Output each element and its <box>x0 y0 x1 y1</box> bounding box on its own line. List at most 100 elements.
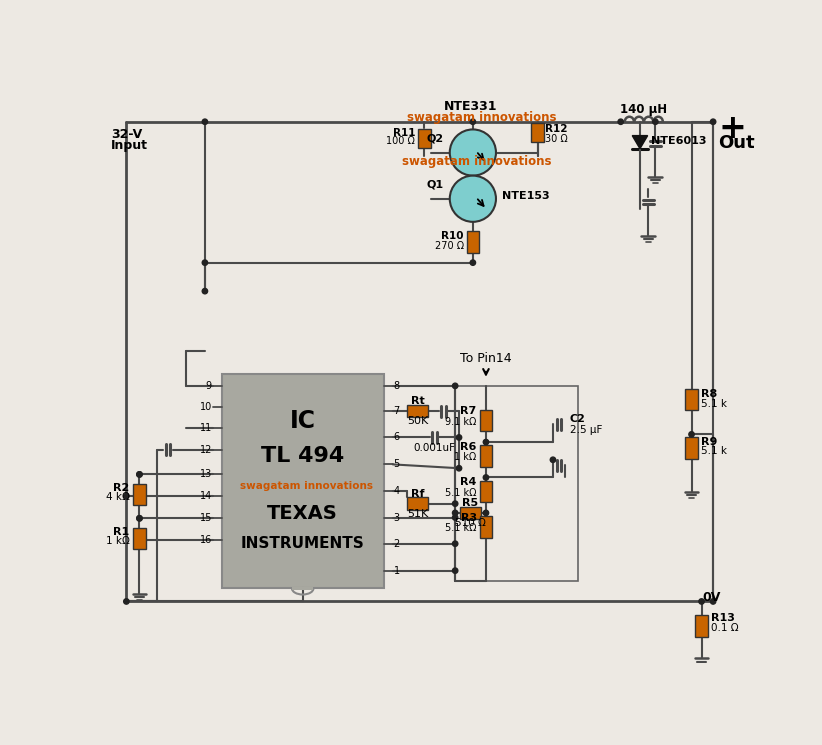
Circle shape <box>452 383 458 389</box>
Text: 0.1 Ω: 0.1 Ω <box>711 623 738 633</box>
Circle shape <box>136 472 142 477</box>
Text: IC: IC <box>289 410 316 434</box>
Circle shape <box>483 510 488 516</box>
Text: R2: R2 <box>113 484 129 493</box>
Circle shape <box>483 475 488 481</box>
Bar <box>531 123 543 142</box>
Text: 10: 10 <box>200 402 212 412</box>
Text: R12: R12 <box>545 124 568 134</box>
Text: TEXAS: TEXAS <box>267 504 338 523</box>
Text: R7: R7 <box>460 406 477 416</box>
Text: R13: R13 <box>711 613 735 624</box>
Text: Rt: Rt <box>410 396 424 406</box>
Text: 4: 4 <box>394 486 399 496</box>
Circle shape <box>136 472 142 477</box>
Circle shape <box>483 440 488 445</box>
Circle shape <box>452 568 458 574</box>
Circle shape <box>456 466 462 471</box>
Text: NTE6013: NTE6013 <box>651 136 706 146</box>
Text: 12: 12 <box>200 445 212 454</box>
Circle shape <box>136 516 142 521</box>
Text: 30 Ω: 30 Ω <box>545 133 568 144</box>
Bar <box>133 484 145 505</box>
Bar <box>133 527 145 549</box>
Text: 1 kΩ: 1 kΩ <box>105 536 129 546</box>
Text: R10: R10 <box>441 231 464 241</box>
Text: 0V: 0V <box>702 591 721 604</box>
Text: 5.1 kΩ: 5.1 kΩ <box>446 523 477 533</box>
Text: 2: 2 <box>394 539 399 549</box>
Circle shape <box>710 599 716 604</box>
Text: 50K: 50K <box>407 416 428 426</box>
Text: 1 kΩ: 1 kΩ <box>455 452 477 463</box>
Circle shape <box>456 435 462 440</box>
Text: 11: 11 <box>200 423 212 433</box>
Bar <box>695 615 708 637</box>
Text: +: + <box>718 112 746 145</box>
Bar <box>480 516 492 538</box>
Text: 6: 6 <box>394 432 399 443</box>
Text: Out: Out <box>718 134 755 152</box>
Text: 2.5 μF: 2.5 μF <box>570 425 603 435</box>
Bar <box>686 437 698 459</box>
Circle shape <box>452 501 458 507</box>
Circle shape <box>136 516 142 521</box>
Text: NTE331: NTE331 <box>444 100 497 112</box>
Text: C2: C2 <box>570 414 586 424</box>
Circle shape <box>452 541 458 546</box>
Text: R3: R3 <box>460 513 477 522</box>
Bar <box>407 498 428 510</box>
Text: 0.001uF: 0.001uF <box>413 443 455 453</box>
Text: 9.1 kΩ: 9.1 kΩ <box>446 417 477 427</box>
Text: 270 Ω: 270 Ω <box>435 241 464 251</box>
Text: R8: R8 <box>701 390 717 399</box>
Text: R1: R1 <box>113 527 129 537</box>
Text: 100 Ω: 100 Ω <box>386 136 415 146</box>
Circle shape <box>699 599 704 604</box>
Circle shape <box>450 130 496 176</box>
Text: NTE153: NTE153 <box>502 191 550 201</box>
Text: 5.1 k: 5.1 k <box>701 399 727 408</box>
Text: 15: 15 <box>200 513 212 523</box>
Bar <box>480 446 492 466</box>
Text: To Pin14: To Pin14 <box>460 352 512 365</box>
Text: swagatam innovations: swagatam innovations <box>402 155 552 168</box>
Text: 3: 3 <box>394 513 399 522</box>
Text: 4 kΩ: 4 kΩ <box>105 492 129 502</box>
Text: 5: 5 <box>394 460 399 469</box>
Circle shape <box>452 510 458 516</box>
Text: R9: R9 <box>701 437 717 447</box>
Bar <box>480 481 492 502</box>
Text: R4: R4 <box>460 477 477 487</box>
Bar <box>455 386 579 580</box>
Text: 32-V: 32-V <box>111 128 142 141</box>
Circle shape <box>470 260 476 265</box>
Text: 510 Ω: 510 Ω <box>455 518 486 528</box>
Polygon shape <box>632 136 648 149</box>
Text: 1: 1 <box>394 565 399 576</box>
Text: TL 494: TL 494 <box>261 446 344 466</box>
Text: INSTRUMENTS: INSTRUMENTS <box>241 536 365 551</box>
Text: R11: R11 <box>393 127 415 138</box>
Circle shape <box>689 431 695 437</box>
Text: 51K: 51K <box>407 509 428 519</box>
Text: 9: 9 <box>206 381 212 391</box>
Bar <box>459 507 482 519</box>
Circle shape <box>123 599 129 604</box>
Circle shape <box>202 260 208 265</box>
Text: R5: R5 <box>463 498 478 508</box>
Text: 8: 8 <box>394 381 399 391</box>
Bar <box>222 374 384 589</box>
Text: 14: 14 <box>200 491 212 501</box>
Text: swagatam innovations: swagatam innovations <box>408 110 556 124</box>
Bar <box>407 405 428 417</box>
Circle shape <box>710 119 716 124</box>
Circle shape <box>550 457 556 463</box>
Text: 16: 16 <box>200 535 212 545</box>
Bar <box>292 587 313 590</box>
Text: Rf: Rf <box>411 489 424 498</box>
Circle shape <box>202 119 208 124</box>
Circle shape <box>123 493 129 498</box>
Text: Q2: Q2 <box>427 133 444 144</box>
Text: 7: 7 <box>394 406 399 416</box>
